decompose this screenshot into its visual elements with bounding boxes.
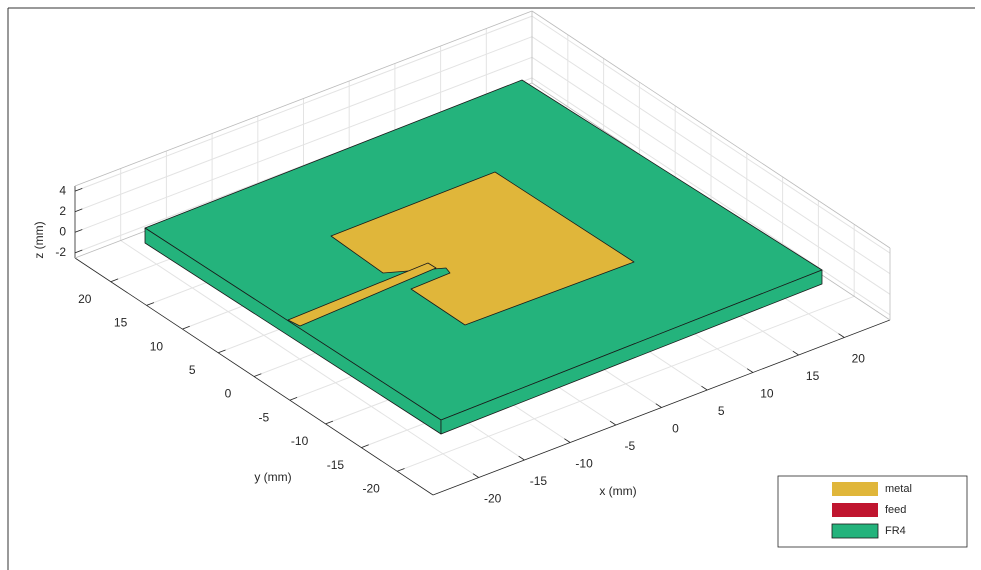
x-tick-label: 0: [672, 422, 679, 436]
tick-mark: [75, 250, 82, 253]
x-tick-label: 20: [852, 352, 866, 366]
y-axis-label: y (mm): [254, 470, 291, 484]
y-tick-label: 10: [150, 339, 164, 353]
tick-mark: [147, 303, 154, 306]
tick-mark: [397, 469, 404, 472]
tick-mark: [218, 350, 225, 353]
x-tick-label: -5: [624, 439, 635, 453]
legend-swatch: [832, 524, 878, 538]
x-tick-label: 5: [718, 404, 725, 418]
x-tick-label: -20: [484, 492, 502, 506]
z-tick-label: 0: [59, 224, 66, 238]
tick-mark: [793, 351, 799, 355]
figure: -20-15-10-505101520-20-15-10-505101520-2…: [0, 0, 981, 570]
tick-mark: [75, 209, 82, 212]
tick-mark: [182, 326, 189, 329]
y-tick-label: 20: [78, 292, 92, 306]
z-tick-label: -2: [55, 245, 66, 259]
tick-mark: [701, 386, 707, 390]
tick-mark: [564, 439, 570, 443]
legend-swatch: [832, 503, 878, 517]
tick-mark: [656, 404, 662, 408]
tick-mark: [254, 374, 261, 377]
legend-swatch: [832, 482, 878, 496]
y-tick-label: -15: [327, 458, 345, 472]
y-tick-label: -5: [258, 410, 269, 424]
tick-mark: [75, 188, 82, 191]
tick-mark: [361, 445, 368, 448]
tick-mark: [326, 421, 333, 424]
y-tick-label: 5: [189, 363, 196, 377]
x-tick-label: -15: [530, 474, 548, 488]
y-tick-label: -10: [291, 434, 309, 448]
y-tick-label: 0: [225, 387, 232, 401]
legend-label: FR4: [885, 525, 906, 537]
z-tick-label: 4: [59, 183, 66, 197]
tick-mark: [290, 397, 297, 400]
tick-mark: [519, 456, 525, 460]
tick-mark: [747, 369, 753, 373]
substrate: [145, 80, 822, 434]
x-tick-label: 15: [806, 369, 820, 383]
tick-mark: [610, 421, 616, 425]
tick-mark: [111, 279, 118, 282]
legend-label: feed: [885, 504, 906, 516]
x-tick-label: -10: [575, 457, 593, 471]
tick-mark: [473, 474, 479, 478]
x-axis-label: x (mm): [599, 484, 636, 498]
tick-mark: [75, 229, 82, 232]
y-tick-label: 15: [114, 316, 128, 330]
z-tick-label: 2: [59, 204, 66, 218]
legend-label: metal: [885, 483, 912, 495]
z-axis-label: z (mm): [32, 221, 46, 258]
tick-mark: [839, 334, 845, 338]
y-tick-label: -20: [363, 481, 381, 495]
x-tick-label: 10: [760, 387, 774, 401]
legend: metal feed FR4: [778, 476, 967, 547]
